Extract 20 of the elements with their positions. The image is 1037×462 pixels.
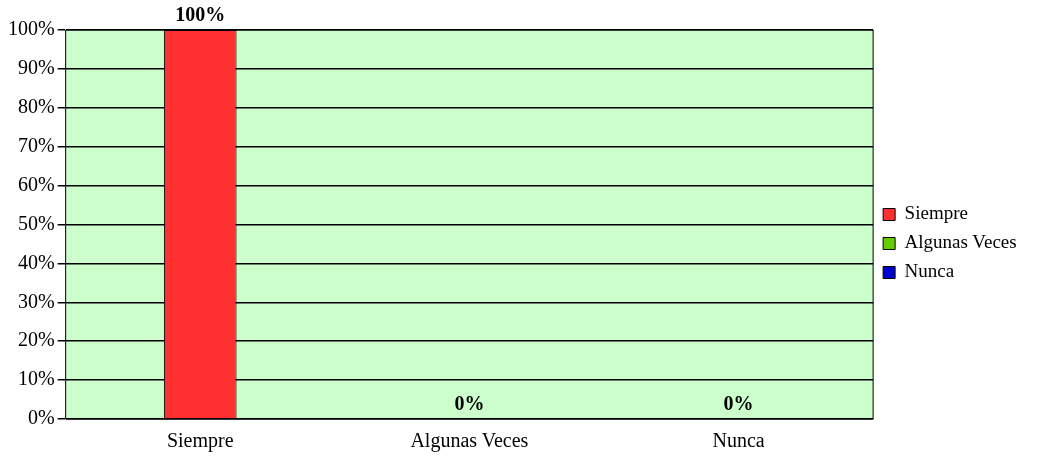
y-tick-label: 70% <box>17 133 55 156</box>
x-tick-label: Algunas Veces <box>410 429 529 453</box>
legend-label: Siempre <box>904 202 968 224</box>
legend-label: Nunca <box>904 260 955 282</box>
data-label: 100% <box>175 3 226 26</box>
y-tick-label: 40% <box>17 250 55 273</box>
y-tick-label: 20% <box>17 328 55 351</box>
y-tick-label: 90% <box>17 56 55 79</box>
y-tick-label: 30% <box>17 289 55 312</box>
x-tick-label: Siempre <box>166 429 234 453</box>
data-label: 0% <box>454 392 485 415</box>
legend-label: Algunas Veces <box>904 231 1017 253</box>
y-tick-label: 60% <box>17 172 55 195</box>
y-tick-label: 50% <box>17 211 55 234</box>
x-tick-label: Nunca <box>712 429 765 452</box>
y-tick-label: 10% <box>17 367 55 390</box>
data-label: 0% <box>723 392 754 415</box>
y-tick-label: 80% <box>17 95 55 118</box>
y-tick-label: 100% <box>7 17 55 40</box>
y-tick-label: 0% <box>27 406 55 429</box>
